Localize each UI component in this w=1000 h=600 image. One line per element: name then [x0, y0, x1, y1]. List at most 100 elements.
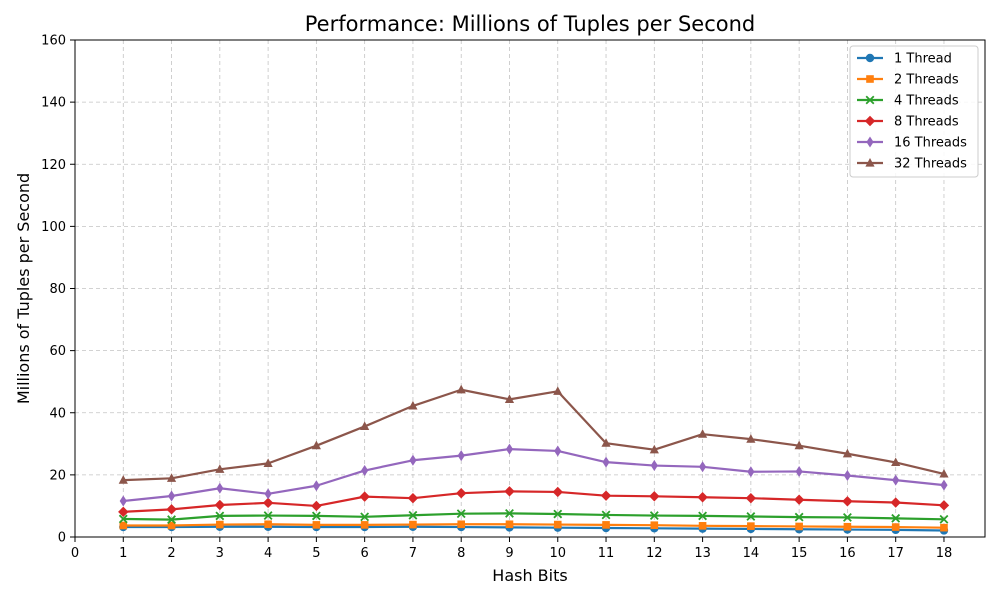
legend-label: 32 Threads: [894, 157, 967, 172]
legend-item: 2 Threads: [857, 73, 959, 88]
x-tick-label: 5: [312, 546, 320, 561]
data-point: [602, 521, 610, 529]
data-point: [842, 512, 852, 522]
data-point: [119, 495, 127, 507]
grid: [74, 39, 985, 538]
legend-item: 16 Threads: [857, 136, 967, 151]
x-tick-label: 10: [549, 546, 566, 561]
data-point: [215, 464, 225, 473]
data-point: [747, 466, 755, 478]
y-tick-label: 0: [58, 531, 66, 546]
legend: 1 Thread 2 Threads 4 Threads 8 Threads 16 Th…: [849, 45, 979, 178]
y-axis-label: Millions of Tuples per Second: [14, 173, 33, 404]
data-point: [745, 492, 757, 504]
legend-marker: [865, 158, 875, 167]
data-point: [359, 491, 370, 502]
data-point: [746, 512, 756, 521]
data-point: [214, 499, 226, 511]
series-line: [123, 388, 945, 482]
legend-label: 2 Threads: [894, 73, 959, 88]
data-point: [793, 494, 805, 505]
series-32-threads: [118, 384, 949, 484]
data-point: [166, 473, 177, 482]
data-point: [311, 511, 321, 521]
data-point: [794, 512, 804, 522]
data-point: [505, 520, 514, 529]
data-point: [215, 511, 225, 521]
x-tick-label: 13: [694, 546, 711, 561]
data-point: [361, 465, 369, 477]
legend-marker: [866, 136, 874, 148]
data-point: [600, 490, 612, 501]
series-line: [123, 512, 944, 521]
data-point: [262, 497, 274, 509]
data-point: [118, 506, 129, 518]
data-point: [552, 486, 563, 498]
data-point: [505, 443, 514, 455]
data-point: [409, 520, 417, 529]
legend-label: 1 Thread: [894, 52, 952, 67]
data-point: [602, 456, 610, 468]
data-point: [553, 520, 562, 529]
x-tick-label: 6: [361, 546, 369, 561]
data-point: [167, 515, 176, 525]
data-point: [698, 522, 707, 530]
data-point: [795, 465, 803, 477]
data-point: [698, 511, 708, 521]
data-point: [940, 523, 948, 532]
legend-label: 16 Threads: [894, 136, 967, 151]
data-point: [553, 509, 563, 519]
data-point: [939, 468, 949, 478]
series-line: [123, 447, 945, 503]
x-tick-label: 9: [505, 546, 513, 561]
data-point: [311, 500, 322, 512]
data-point: [360, 521, 369, 529]
x-tick-label: 12: [646, 546, 663, 561]
data-point: [891, 513, 901, 523]
data-point: [312, 521, 321, 529]
x-tick-label: 16: [839, 546, 856, 561]
data-point: [649, 444, 659, 454]
data-point: [650, 521, 659, 529]
y-tick-label: 160: [41, 34, 66, 49]
data-point: [601, 438, 611, 447]
data-point: [360, 512, 370, 522]
x-tick-label: 11: [598, 546, 615, 561]
data-point: [166, 504, 177, 515]
data-point: [216, 520, 224, 529]
data-point: [601, 510, 611, 520]
y-tick-label: 80: [49, 282, 66, 297]
data-point: [553, 386, 563, 395]
x-tick-label: 8: [457, 546, 465, 561]
x-tick-label: 1: [119, 546, 127, 561]
data-point: [649, 511, 659, 521]
data-point: [795, 522, 803, 531]
data-point: [505, 508, 514, 518]
data-point: [939, 514, 949, 524]
data-point: [649, 491, 660, 502]
series-8-threads: [118, 486, 950, 518]
series-4-threads: [118, 508, 949, 525]
legend-item: 4 Threads: [857, 94, 959, 109]
x-tick-label: 2: [167, 546, 175, 561]
x-axis-label: Hash Bits: [492, 566, 567, 585]
data-point: [746, 434, 756, 443]
data-point: [457, 520, 466, 529]
legend-label: 8 Threads: [894, 115, 959, 130]
legend-item: 32 Threads: [857, 157, 967, 172]
y-tick-label: 120: [41, 158, 66, 173]
data-point: [263, 458, 273, 467]
data-point: [407, 492, 419, 504]
data-point: [890, 497, 901, 508]
y-axis-ticks: 0 20 40 60 80 100 120 140 160: [41, 34, 75, 546]
data-point: [938, 500, 950, 511]
y-tick-label: 100: [41, 220, 66, 235]
series-line: [123, 525, 944, 532]
data-point: [794, 440, 804, 450]
data-point: [843, 469, 852, 481]
series-layer: [118, 384, 950, 535]
data-point: [697, 429, 708, 438]
data-point: [264, 488, 272, 500]
y-tick-label: 140: [41, 96, 66, 111]
x-tick-label: 17: [887, 546, 904, 561]
